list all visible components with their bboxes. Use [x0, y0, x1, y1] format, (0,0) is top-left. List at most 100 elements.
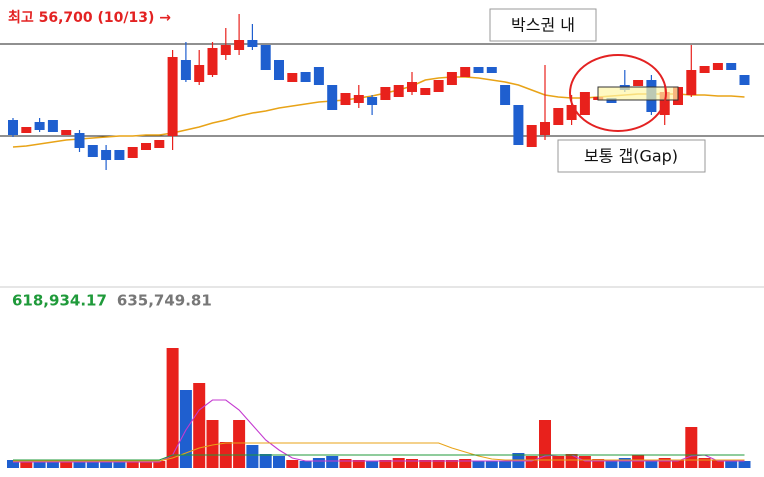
volume-bar	[286, 460, 299, 468]
candle-body	[8, 120, 18, 135]
candle-body	[726, 63, 737, 70]
volume-bar	[233, 420, 246, 468]
volume-bar	[698, 458, 711, 468]
candle-body	[21, 127, 32, 133]
volume-bar	[618, 458, 631, 468]
candle-body	[167, 57, 178, 136]
volume-bar	[592, 459, 605, 468]
candle-body	[566, 105, 577, 120]
volume-bar	[140, 462, 152, 468]
candle-body	[141, 143, 151, 150]
volume-bar	[578, 456, 591, 468]
candle-body	[327, 85, 338, 110]
candle-body	[114, 150, 125, 160]
volume-bar	[339, 459, 352, 468]
candle-body	[739, 75, 750, 85]
candle-body	[553, 108, 564, 125]
gap-highlight	[597, 86, 679, 101]
volume-bar	[153, 461, 166, 468]
candle-body	[513, 105, 524, 145]
volume-bar	[312, 458, 325, 468]
candle-body	[579, 92, 590, 115]
candle-body	[486, 67, 497, 73]
candle-body	[74, 133, 85, 148]
volume-bar	[366, 461, 379, 468]
candle-body	[633, 80, 644, 86]
volume-bar	[738, 461, 751, 468]
volume-bar	[672, 460, 684, 468]
candle-body	[526, 125, 537, 147]
volume-bar	[259, 454, 272, 468]
candle-body	[407, 82, 417, 92]
volume-bar	[179, 390, 192, 468]
gap-label: 보통 갭(Gap)	[584, 147, 678, 166]
volume-bar	[711, 460, 724, 468]
volume-bar	[246, 445, 259, 468]
candle-body	[353, 95, 364, 103]
candle-body	[154, 140, 165, 148]
candle-body	[207, 48, 218, 75]
volume-bar	[352, 460, 365, 468]
volume-bar	[459, 459, 472, 468]
gap-circle	[569, 54, 667, 132]
volume-bar	[379, 460, 392, 468]
candle-body	[287, 73, 298, 82]
candle-body	[194, 65, 205, 82]
volume-bar	[73, 461, 86, 468]
candle-body	[101, 150, 112, 160]
high-annotation: 최고 56,700 (10/13) →	[8, 10, 171, 26]
volume-bar	[485, 461, 498, 468]
volume-bar	[499, 461, 512, 468]
volume-bar	[565, 454, 578, 468]
candle-body	[699, 66, 710, 73]
candle-body	[380, 87, 391, 100]
volume-bar	[166, 348, 179, 468]
candle-body	[87, 145, 98, 157]
volume-bar	[419, 460, 432, 468]
candle-body	[433, 80, 444, 92]
candle-body	[367, 97, 378, 105]
volume-bar	[46, 462, 59, 468]
volume-average	[13, 442, 745, 462]
candle-body	[686, 70, 697, 95]
candle-body	[300, 72, 311, 82]
candle-body	[234, 40, 245, 50]
volume-bar	[100, 460, 113, 468]
candle-body	[420, 88, 431, 95]
volume-bar	[725, 460, 738, 468]
volume-bar	[406, 459, 418, 468]
volume-bar	[113, 461, 126, 468]
volume-bar	[193, 383, 206, 468]
volume-bar	[658, 458, 671, 468]
volume-panel: 618,934.17 635,749.81	[7, 292, 751, 468]
volume-bar	[273, 456, 285, 468]
volume-bar	[60, 462, 73, 468]
volume-bar	[20, 462, 33, 468]
volume-bar	[525, 456, 538, 468]
box-label: 박스권 내	[511, 16, 575, 35]
candle-body	[220, 45, 231, 55]
volume-bar	[206, 420, 219, 468]
volume-bar	[299, 461, 312, 468]
legend-label: 635,749.81	[117, 292, 212, 310]
price-panel	[0, 14, 764, 170]
volume-bar	[392, 458, 405, 468]
volume-bar	[126, 462, 139, 468]
candle-body	[247, 40, 258, 47]
candle-body	[500, 85, 511, 105]
volume-bar	[326, 456, 339, 468]
candle-body	[313, 67, 324, 85]
volume-bar	[685, 427, 698, 468]
volume-bar	[86, 462, 99, 468]
volume-bar	[432, 460, 445, 468]
candle-body	[540, 122, 550, 135]
candle-body	[260, 45, 271, 70]
volume-average	[13, 399, 745, 463]
volume-bar	[7, 460, 19, 468]
box-label-frame	[489, 8, 597, 42]
candle-body	[446, 72, 457, 85]
volume-bar	[472, 461, 485, 468]
gap-label-frame	[557, 139, 706, 173]
